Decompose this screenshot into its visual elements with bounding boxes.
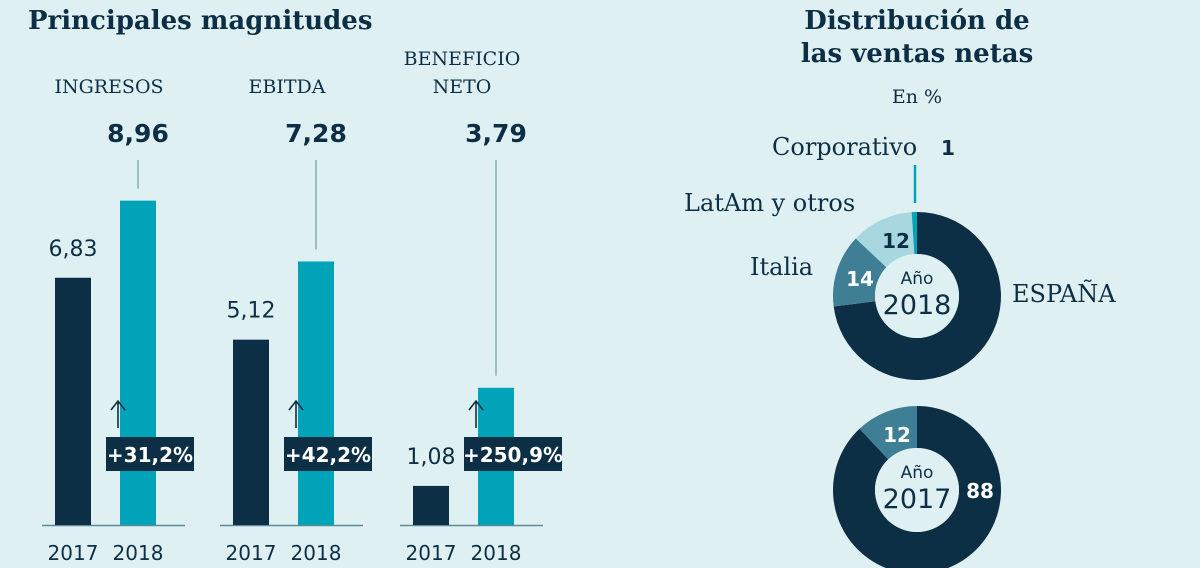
bar-chart: INGRESOS 2017 6,83 2018 8,96 +31,2% EBITDA 2017… — [42, 48, 563, 565]
pie-2017-center-hole — [875, 448, 959, 532]
pie-2018-label-corporativo: Corporativo — [772, 133, 917, 161]
group-1-value-label-2018: 7,28 — [285, 119, 347, 148]
group-0-bar-2018 — [120, 200, 156, 525]
group-2-year-label-2018: 2018 — [471, 541, 522, 565]
group-2-year-label-2017: 2017 — [406, 541, 457, 565]
pie-2018-label-italia: Italia — [750, 253, 813, 281]
group-1-value-label-2017: 5,12 — [227, 299, 276, 324]
pie-2017-center-caption: Año — [901, 463, 934, 483]
pie-2017-center-year: 2017 — [883, 484, 952, 515]
pie-2018-center-year: 2018 — [883, 290, 952, 321]
group-1-bar-2018 — [298, 261, 334, 525]
pie-2018-slice-espa-a — [833, 212, 1002, 381]
group-2-growth-label: +250,9% — [463, 443, 563, 467]
group-0-value-label-2017: 6,83 — [49, 237, 98, 262]
group-0-bar-2017 — [55, 277, 91, 525]
pie-2018-center-hole — [875, 254, 959, 338]
pie-2017-value-label: 12 — [883, 423, 911, 447]
group-2-category-label: BENEFICIO — [404, 48, 521, 70]
group-1-growth-label: +42,2% — [285, 443, 371, 467]
group-2-bar-2017 — [413, 485, 449, 525]
pie-2017-slice-espa-a — [833, 406, 1001, 568]
group-2-growth-badge — [464, 437, 562, 471]
pie-2017-value-label: 88 — [966, 479, 994, 503]
group-2-up-arrow-icon — [468, 399, 484, 428]
right-title-line2: las ventas netas — [801, 39, 1033, 69]
pie-2018-label-espana: ESPAÑA — [1012, 278, 1116, 308]
group-2-category-label: NETO — [433, 76, 492, 98]
group-0-value-label-2018: 8,96 — [107, 119, 169, 148]
group-0-category-label: INGRESOS — [54, 76, 163, 98]
pie-2018-slice-latam-y-otros — [855, 212, 915, 268]
group-2-value-label-2017: 1,08 — [407, 445, 456, 470]
pie-2018-value-label: 73 — [966, 282, 994, 306]
pie-unit-label: En % — [892, 86, 942, 108]
left-title: Principales magnitudes — [28, 6, 372, 36]
pie-2018-value-label-corporativo: 1 — [941, 136, 955, 160]
group-0-growth-badge — [106, 437, 194, 471]
pie-2018-value-label: 14 — [846, 267, 874, 291]
pie-2018-slice-italia — [833, 238, 887, 307]
group-1-growth-badge — [284, 437, 372, 471]
pie-2018-slice-corporativo — [911, 212, 917, 255]
group-1-year-label-2017: 2017 — [226, 541, 277, 565]
right-title-line1: Distribución de — [804, 6, 1029, 36]
group-0-year-label-2018: 2018 — [113, 541, 164, 565]
group-1-up-arrow-icon — [288, 399, 304, 428]
group-0-growth-label: +31,2% — [107, 443, 193, 467]
group-1-bar-2017 — [233, 339, 269, 525]
pie-2018-center-caption: Año — [901, 269, 934, 289]
pie-2017-slice-italia — [859, 406, 917, 460]
group-2-value-label-2018: 3,79 — [465, 119, 527, 148]
pie-2018-value-label: 12 — [882, 229, 910, 253]
group-0-year-label-2017: 2017 — [48, 541, 99, 565]
group-0-up-arrow-icon — [110, 399, 126, 428]
pie-2018-label-latam: LatAm y otros — [684, 189, 855, 217]
group-1-category-label: EBITDA — [249, 76, 326, 98]
group-1-year-label-2018: 2018 — [291, 541, 342, 565]
